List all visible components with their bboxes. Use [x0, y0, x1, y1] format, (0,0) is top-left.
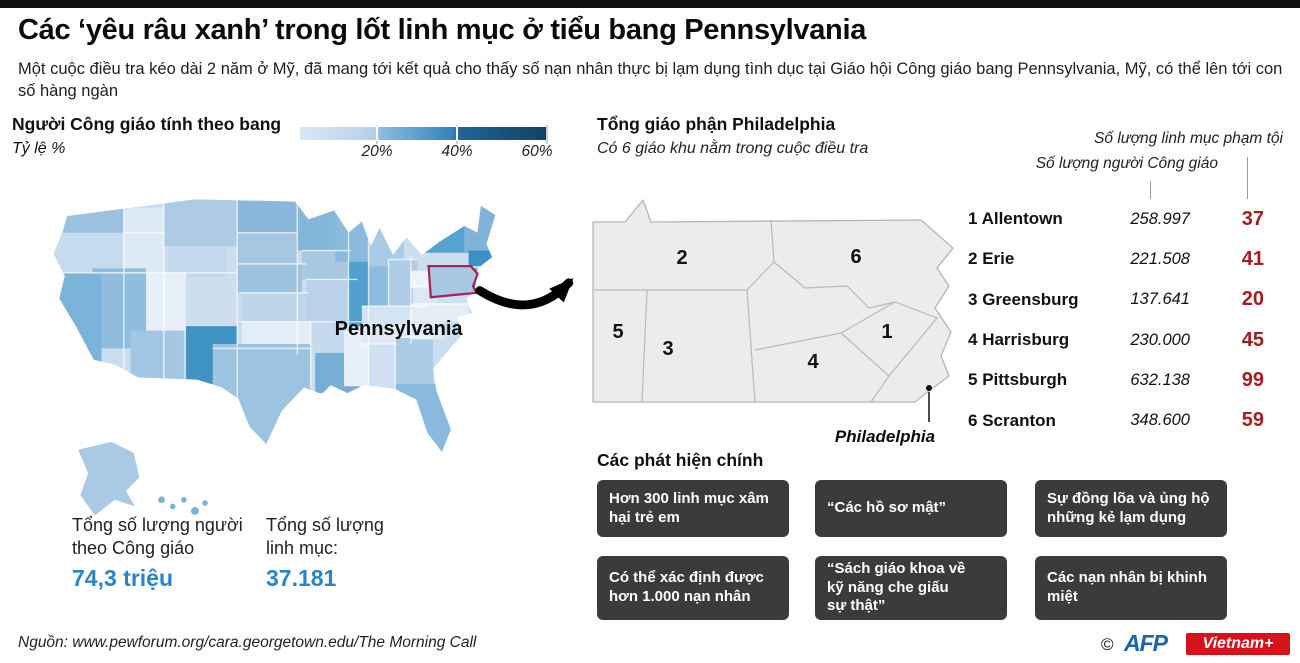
diocese-number-1: 1 — [881, 321, 892, 343]
page-subtitle: Một cuộc điều tra kéo dài 2 năm ở Mỹ, đã… — [18, 60, 1283, 100]
column-header-catholics: Số lượng người Công giáo — [1035, 155, 1218, 172]
row-name: Harrisburg — [982, 330, 1070, 350]
finding-text: “Sách giáo khoa về kỹ năng che giấu sự t… — [827, 559, 966, 615]
diocese-number-3: 3 — [662, 338, 673, 360]
pennsylvania-label: Pennsylvania — [335, 318, 464, 340]
table-row: 2 Erie 221.508 41 — [968, 239, 1264, 279]
pa-dioceses-map: 1 2 3 4 5 6 Philadelphia — [592, 199, 954, 446]
diocese-table: 1 Allentown 258.997 37 2 Erie 221.508 41… — [968, 199, 1264, 441]
total-priests-value: 37.181 — [266, 565, 337, 592]
row-num: 5 — [968, 370, 978, 390]
arrow-to-pa-map — [475, 277, 574, 310]
table-row: 1 Allentown 258.997 37 — [968, 199, 1264, 239]
vietnamplus-logo: Vietnam+ — [1186, 633, 1290, 655]
copyright-symbol: © — [1101, 635, 1114, 654]
total-priests: Tổng số lượng linh mục: 37.181 — [266, 514, 406, 592]
total-catholics-value: 74,3 triệu — [72, 565, 173, 592]
row-name: Erie — [982, 249, 1015, 269]
finding-box: Có thể xác định được hơn 1.000 nạn nhân — [597, 556, 789, 620]
row-priests: 59 — [1241, 409, 1264, 432]
row-num: 6 — [968, 410, 978, 430]
finding-box: Các nạn nhân bị khinh miệt — [1035, 556, 1227, 620]
finding-box: “Các hồ sơ mật” — [815, 480, 1007, 537]
philadelphia-label: Philadelphia — [835, 427, 935, 446]
row-catholics: 348.600 — [1130, 411, 1190, 430]
legend-segment-gap — [456, 126, 458, 141]
table-row: 5 Pittsburgh 632.138 99 — [968, 360, 1264, 400]
source-credit: Nguồn: www.pewforum.org/cara.georgetown.… — [18, 634, 477, 651]
diocese-number-4: 4 — [807, 351, 819, 373]
diocese-number-2: 2 — [676, 247, 687, 269]
row-name: Greensburg — [982, 289, 1079, 309]
finding-box: “Sách giáo khoa về kỹ năng che giấu sự t… — [815, 556, 1007, 620]
row-priests: 20 — [1241, 288, 1264, 311]
legend-tick-label: 60% — [521, 143, 553, 160]
legend-tick-label: 40% — [441, 143, 473, 160]
table-row: 6 Scranton 348.600 59 — [968, 400, 1264, 440]
header-pointer-line — [1150, 181, 1151, 199]
pa-diocese-borders — [593, 219, 938, 403]
legend-tick-mark — [546, 125, 548, 144]
legend-segment-gap — [376, 126, 378, 141]
legend-tick-label: 20% — [361, 143, 393, 160]
row-catholics: 258.997 — [1130, 209, 1190, 228]
pa-state-shape — [592, 199, 954, 403]
legend-unit-label: Tỷ lệ % — [12, 140, 66, 157]
row-num: 3 — [968, 289, 978, 309]
row-num: 1 — [968, 209, 978, 229]
row-catholics: 221.508 — [1130, 249, 1190, 268]
total-priests-label: Tổng số lượng linh mục: — [266, 515, 384, 559]
row-catholics: 632.138 — [1130, 370, 1190, 389]
total-catholics: Tổng số lượng người theo Công giáo 74,3 … — [72, 514, 262, 592]
legend-gradient-bar — [300, 125, 548, 144]
finding-text: Các nạn nhân bị khinh miệt — [1047, 569, 1208, 605]
pa-section-title: Tổng giáo phận Philadelphia — [597, 114, 836, 134]
hawaii-islands — [158, 496, 208, 515]
table-row: 4 Harrisburg 230.000 45 — [968, 320, 1264, 360]
finding-text: Hơn 300 linh mục xâm hại trẻ em — [609, 489, 769, 526]
afp-logo: AFP — [1124, 630, 1168, 656]
finding-text: “Các hồ sơ mật” — [827, 499, 947, 517]
finding-text: Sự đồng lõa và ủng hộ những kẻ lạm dụng — [1047, 489, 1210, 526]
row-name: Pittsburgh — [982, 370, 1068, 390]
finding-text: Có thể xác định được hơn 1.000 nạn nhân — [609, 569, 764, 605]
top-bar — [0, 0, 1300, 8]
row-name: Allentown — [981, 209, 1063, 229]
legend-title: Người Công giáo tính theo bang — [12, 114, 282, 134]
row-num: 4 — [968, 330, 978, 350]
total-catholics-label: Tổng số lượng người theo Công giáo — [72, 515, 243, 559]
header-pointer-line — [1247, 157, 1248, 199]
us-choropleth-map: Pennsylvania — [53, 199, 574, 516]
row-catholics: 230.000 — [1130, 330, 1190, 349]
table-row: 3 Greensburg 137.641 20 — [968, 280, 1264, 320]
row-priests: 41 — [1241, 247, 1264, 270]
alaska-shape — [78, 441, 140, 516]
pennsylvania-highlight — [427, 265, 479, 299]
finding-box: Sự đồng lõa và ủng hộ những kẻ lạm dụng — [1035, 480, 1227, 537]
diocese-number-5: 5 — [612, 321, 623, 343]
diocese-number-6: 6 — [850, 246, 861, 268]
row-priests: 37 — [1241, 207, 1264, 230]
finding-box: Hơn 300 linh mục xâm hại trẻ em — [597, 480, 789, 537]
row-priests: 45 — [1241, 328, 1264, 351]
row-catholics: 137.641 — [1130, 290, 1190, 309]
row-num: 2 — [968, 249, 978, 269]
findings-title: Các phát hiện chính — [597, 450, 764, 470]
pa-section-subtitle: Có 6 giáo khu nằm trong cuộc điều tra — [597, 140, 869, 157]
philadelphia-dot — [926, 385, 932, 391]
row-name: Scranton — [982, 410, 1056, 430]
row-priests: 99 — [1241, 368, 1264, 391]
page-title: Các ‘yêu râu xanh’ trong lốt linh mục ở … — [18, 14, 867, 46]
column-header-priests: Số lượng linh mục phạm tội — [1094, 130, 1283, 147]
